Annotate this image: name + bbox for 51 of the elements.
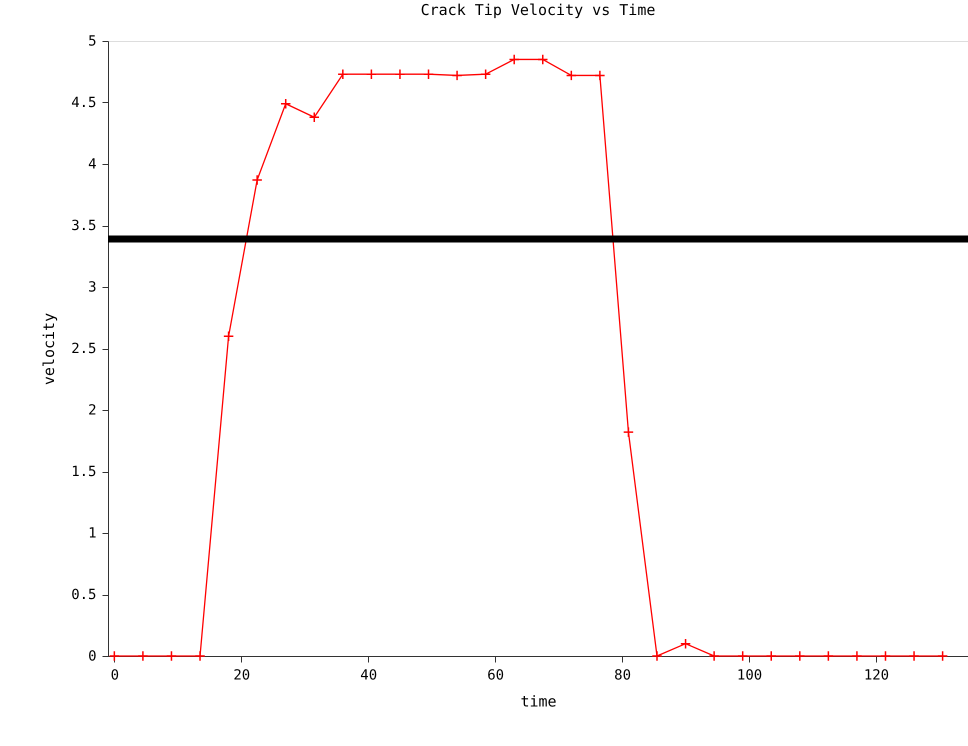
- point: [594, 70, 606, 81]
- point: [851, 650, 862, 662]
- y-tick-label: 5: [88, 34, 96, 50]
- point: [537, 54, 548, 65]
- y-tick-label: 1: [88, 526, 96, 542]
- x-tick-label: 80: [614, 668, 632, 684]
- x-tick-label: 60: [487, 668, 504, 684]
- point: [480, 68, 492, 80]
- y-axis-title: velocity: [40, 312, 58, 386]
- point: [308, 112, 320, 123]
- point: [280, 98, 292, 110]
- x-tick-label: 20: [233, 668, 250, 684]
- point: [880, 650, 891, 662]
- y-tick-label: 4.5: [71, 95, 96, 111]
- chart-title: Crack Tip Velocity vs Time: [420, 1, 656, 19]
- point: [194, 650, 206, 662]
- point: [680, 638, 692, 650]
- y-tick-label: 0.5: [71, 587, 96, 603]
- point: [652, 650, 662, 662]
- y-tick-label: 4: [88, 156, 96, 172]
- point: [766, 650, 777, 662]
- y-tick-label: 2.5: [71, 341, 96, 357]
- y-tick-label: 3: [88, 280, 96, 296]
- point: [223, 330, 234, 342]
- y-tick-label: 1.5: [71, 464, 96, 480]
- point: [822, 650, 834, 662]
- y-tick-label: 3.5: [71, 218, 96, 234]
- point: [622, 426, 634, 438]
- x-tick-label: 0: [110, 668, 120, 684]
- point: [908, 650, 920, 662]
- point: [937, 650, 948, 662]
- point: [794, 650, 806, 662]
- x-tick-label: 40: [360, 668, 378, 684]
- point: [452, 70, 463, 81]
- y-tick-label: 0: [88, 648, 96, 664]
- point: [566, 70, 577, 81]
- point: [508, 54, 520, 65]
- point: [394, 68, 406, 80]
- point: [737, 650, 748, 662]
- point: [423, 68, 434, 80]
- point: [366, 68, 377, 80]
- point: [337, 68, 348, 80]
- x-tick-label: 120: [864, 668, 890, 684]
- point: [108, 650, 120, 662]
- point: [708, 650, 720, 662]
- point: [166, 650, 177, 662]
- y-tick-label: 2: [88, 402, 96, 418]
- point: [252, 174, 263, 186]
- point: [137, 650, 148, 662]
- x-tick-label: 100: [736, 668, 762, 684]
- x-axis-title: time: [520, 692, 557, 710]
